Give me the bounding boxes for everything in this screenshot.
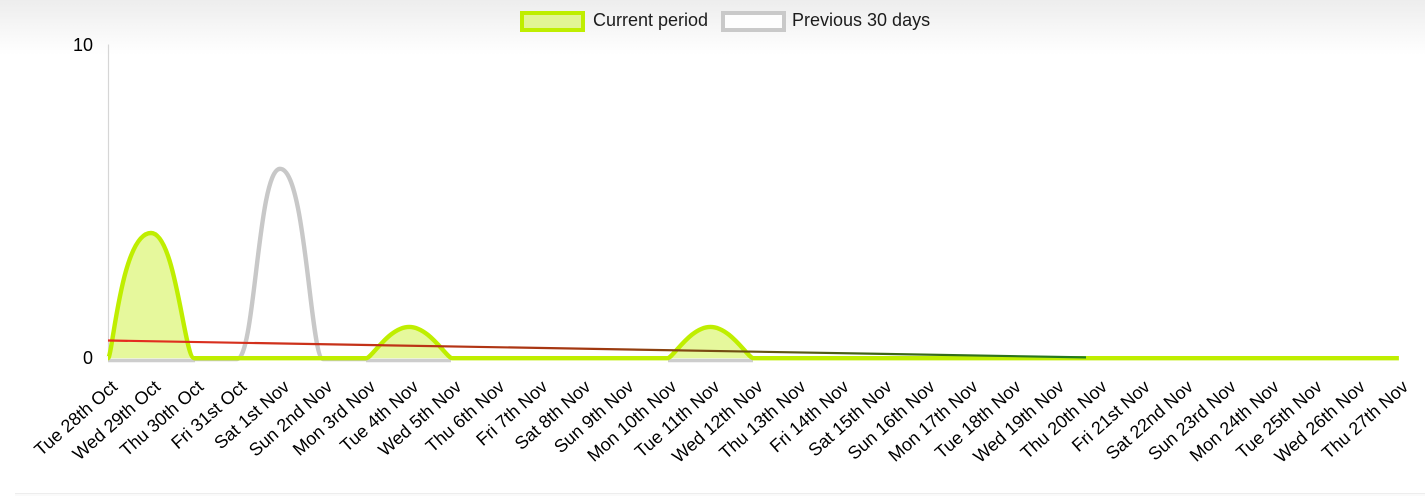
svg-text:10: 10 <box>73 35 93 55</box>
svg-text:0: 0 <box>83 348 93 368</box>
